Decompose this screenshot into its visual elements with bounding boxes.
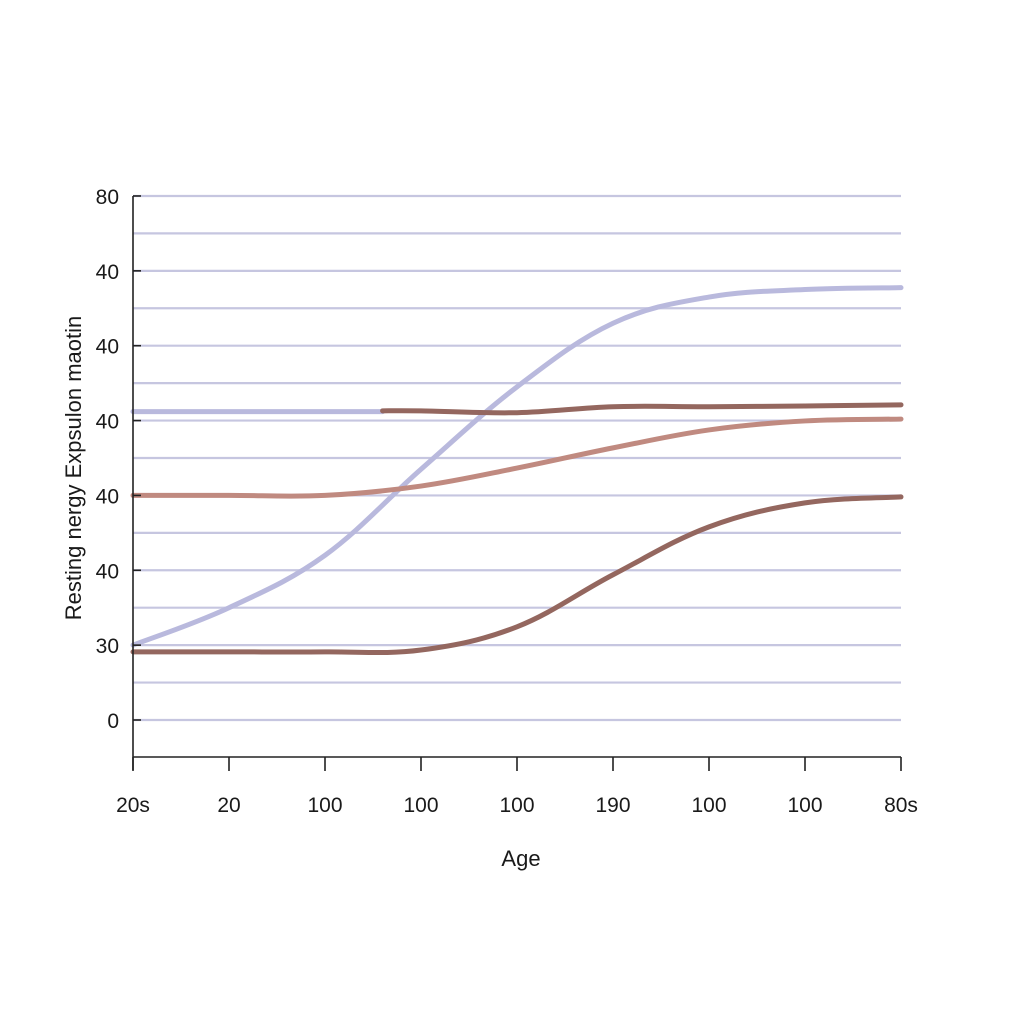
y-tick-label: 0 xyxy=(107,710,119,733)
y-tick-label: 40 xyxy=(96,336,119,359)
x-tick-label: 100 xyxy=(691,794,726,817)
x-tick-label: 80s xyxy=(884,794,918,817)
series-line-salmon xyxy=(130,416,904,499)
y-tick-label: 80 xyxy=(96,186,119,209)
axes xyxy=(132,196,901,770)
x-tick-label: 20 xyxy=(217,794,240,817)
x-tick-label: 190 xyxy=(595,794,630,817)
y-tick-label: 40 xyxy=(96,261,119,284)
x-tick-label: 100 xyxy=(499,794,534,817)
data-series xyxy=(130,285,904,656)
x-tick-label: 100 xyxy=(403,794,438,817)
series-line-dark-brown-lower xyxy=(130,494,904,656)
x-tick-label: 20s xyxy=(116,794,150,817)
y-tick-label: 40 xyxy=(96,411,119,434)
x-axis-title: Age xyxy=(501,846,540,871)
series-line-lavender-rising xyxy=(130,285,904,648)
y-axis-ticks: 80 40 40 40 40 40 30 0 xyxy=(96,186,141,733)
y-tick-label: 30 xyxy=(96,635,119,658)
y-axis-title: Resting nergy Expsulon maotin xyxy=(61,316,86,621)
x-axis-ticks: 20s 20 100 100 100 190 100 100 80s xyxy=(116,757,918,817)
series-line-dark-brown-upper xyxy=(380,402,904,416)
y-tick-label: 40 xyxy=(96,560,119,583)
y-tick-label: 40 xyxy=(96,485,119,508)
gridlines xyxy=(133,194,901,722)
x-tick-label: 100 xyxy=(787,794,822,817)
x-tick-label: 100 xyxy=(307,794,342,817)
